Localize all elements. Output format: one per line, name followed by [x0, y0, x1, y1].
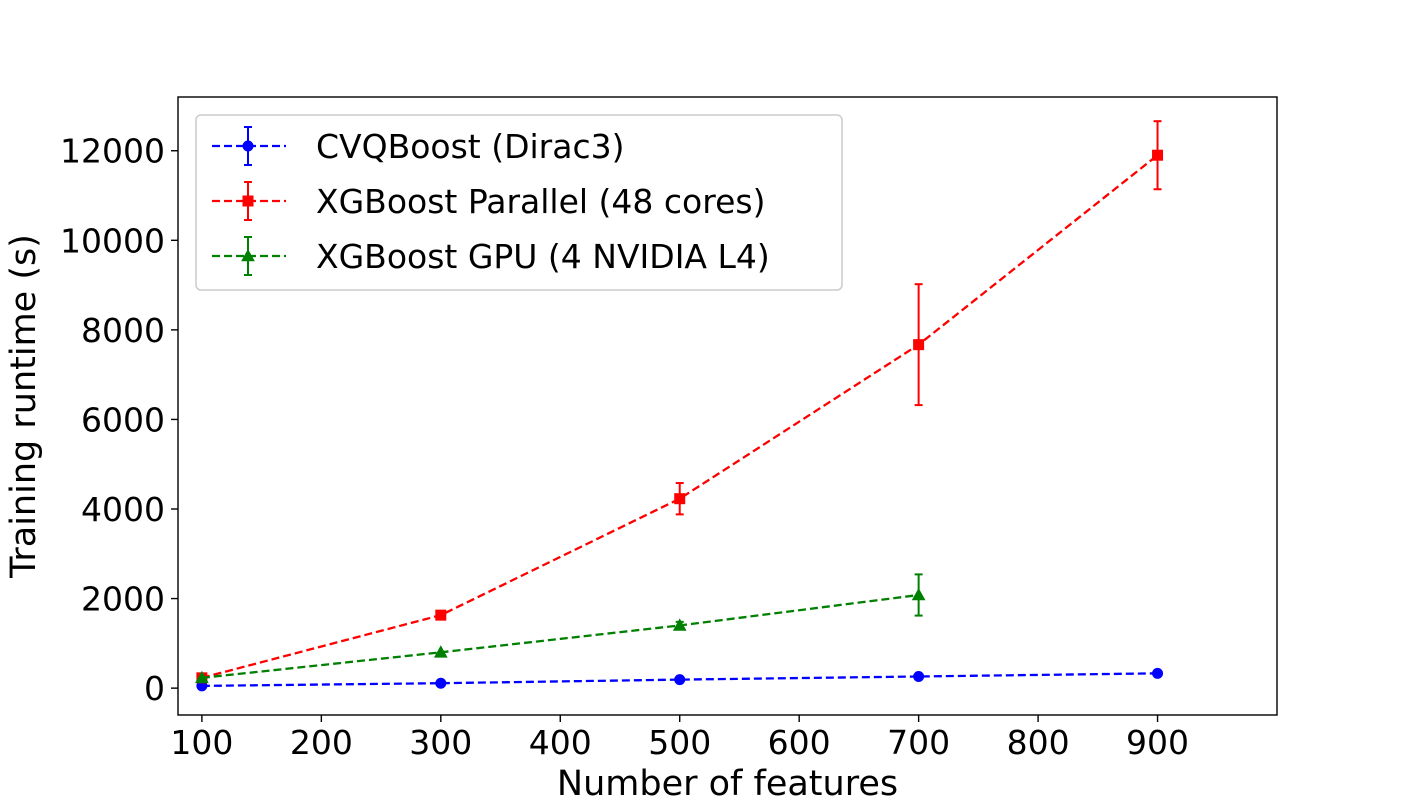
y-tick-label: 10000 [60, 221, 165, 260]
data-point [674, 674, 686, 686]
plot-area [195, 120, 1164, 692]
x-tick-label: 400 [529, 723, 592, 762]
x-tick-label: 700 [887, 723, 950, 762]
data-point [674, 493, 686, 505]
y-axis-label: Training runtime (s) [4, 234, 44, 579]
legend-label-xgboost-gpu: XGBoost GPU (4 NVIDIA L4) [316, 237, 770, 276]
x-tick-label: 300 [409, 723, 472, 762]
data-point [672, 618, 687, 631]
x-tick-label: 900 [1126, 723, 1189, 762]
legend-entry: CVQBoost (Dirac3) [212, 126, 625, 166]
y-tick-label: 6000 [81, 400, 165, 439]
data-point [433, 645, 448, 658]
y-tick-label: 2000 [81, 580, 165, 619]
legend-entry: XGBoost GPU (4 NVIDIA L4) [212, 236, 770, 276]
legend-swatch-cvqboost [212, 126, 286, 166]
x-tick-label: 600 [768, 723, 831, 762]
legend-swatch-xgboost-gpu [212, 236, 286, 276]
series-xgboost-parallel-48-cores [196, 120, 1164, 684]
data-point [435, 609, 447, 621]
legend-label-cvqboost: CVQBoost (Dirac3) [316, 127, 625, 166]
legend-swatch-xgboost-parallel [212, 181, 286, 221]
data-point [911, 587, 926, 601]
y-tick-label: 0 [144, 669, 165, 708]
axes: 100 200 300 400 500 600 700 800 900 0 2000 4000 6000… [60, 96, 1278, 762]
x-axis-label: Number of features [557, 764, 898, 803]
legend-label-xgboost-parallel: XGBoost Parallel (48 cores) [316, 182, 765, 221]
data-point [195, 670, 209, 684]
legend-entry: XGBoost Parallel (48 cores) [212, 181, 765, 221]
x-tick-label: 500 [648, 723, 711, 762]
data-point [1152, 149, 1164, 161]
x-tick-label: 200 [290, 723, 353, 762]
series-cvqboost-dirac3 [196, 667, 1164, 692]
legend-marker [242, 195, 254, 207]
data-point [1152, 667, 1164, 679]
data-point [913, 670, 925, 682]
series-line-cvqboost-dirac3 [201, 672, 1158, 688]
legend: CVQBoost (Dirac3) XGBoost Parallel (48 c… [195, 114, 843, 291]
data-point [435, 677, 447, 689]
series-xgboost-gpu-4-nvidia-l4 [195, 573, 926, 684]
x-tick-label: 800 [1007, 723, 1070, 762]
y-tick-label: 4000 [81, 490, 165, 529]
series-line-xgboost-gpu-4-nvidia-l4 [201, 593, 919, 679]
data-point [913, 339, 925, 351]
y-tick-label: 8000 [81, 311, 165, 350]
y-tick-label: 12000 [60, 132, 165, 171]
legend-box [195, 114, 843, 291]
legend-marker [241, 248, 255, 262]
legend-marker [242, 140, 254, 152]
x-tick-label: 100 [170, 723, 233, 762]
axes-frame [177, 96, 1278, 716]
